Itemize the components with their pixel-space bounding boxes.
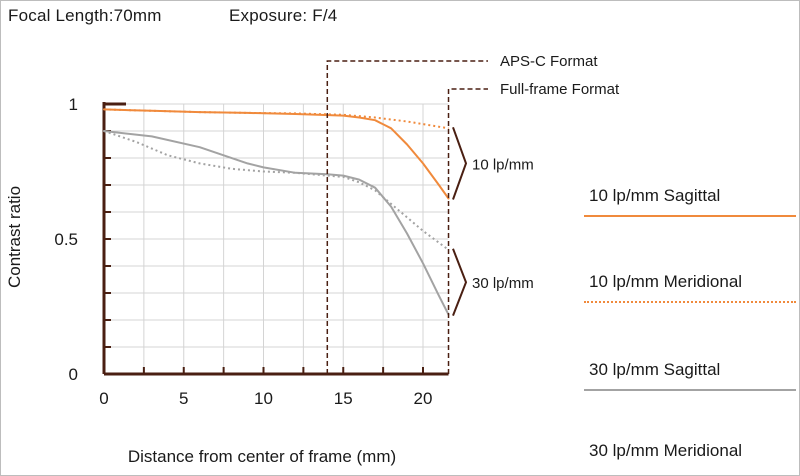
- x-tick-label: 0: [99, 389, 108, 408]
- legend-label-3: 30 lp/mm Meridional: [589, 441, 743, 460]
- bracket-30lp-bracket: [452, 248, 468, 316]
- bracket-10lp-label: 10 lp/mm: [472, 156, 534, 173]
- legend-swatch-1: [584, 301, 796, 303]
- series-line-1: [103, 108, 449, 130]
- x-tick-label: 15: [334, 389, 353, 408]
- aps-c-boundary: [326, 60, 488, 374]
- x-tick-label: 20: [414, 389, 433, 408]
- legend-label-2: 30 lp/mm Sagittal: [589, 360, 721, 379]
- y-tick-label: 0.5: [54, 230, 78, 249]
- legend-label-1: 10 lp/mm Meridional: [589, 272, 743, 291]
- x-tick-label: 10: [254, 389, 273, 408]
- y-tick-label: 1: [69, 95, 78, 114]
- legend-swatch-2: [584, 389, 796, 391]
- bracket-10lp-bracket: [452, 126, 468, 200]
- y-axis-title: Contrast ratio: [5, 186, 24, 288]
- bracket-30lp-label: 30 lp/mm: [472, 275, 534, 292]
- x-tick-label: 5: [179, 389, 188, 408]
- exposure-label: Exposure: F/4: [229, 6, 338, 25]
- aps-c-label: APS-C Format: [500, 53, 598, 70]
- series-line-2: [103, 130, 450, 316]
- focal-length-label: Focal Length:70mm: [8, 6, 162, 25]
- full-frame-label: Full-frame Format: [500, 81, 620, 98]
- legend-label-0: 10 lp/mm Sagittal: [589, 186, 721, 205]
- full-frame-boundary: [447, 88, 488, 374]
- series-line-3: [103, 130, 450, 251]
- legend-swatch-0: [584, 215, 796, 217]
- y-tick-label: 0: [69, 365, 78, 384]
- x-axis-title: Distance from center of frame (mm): [128, 447, 396, 466]
